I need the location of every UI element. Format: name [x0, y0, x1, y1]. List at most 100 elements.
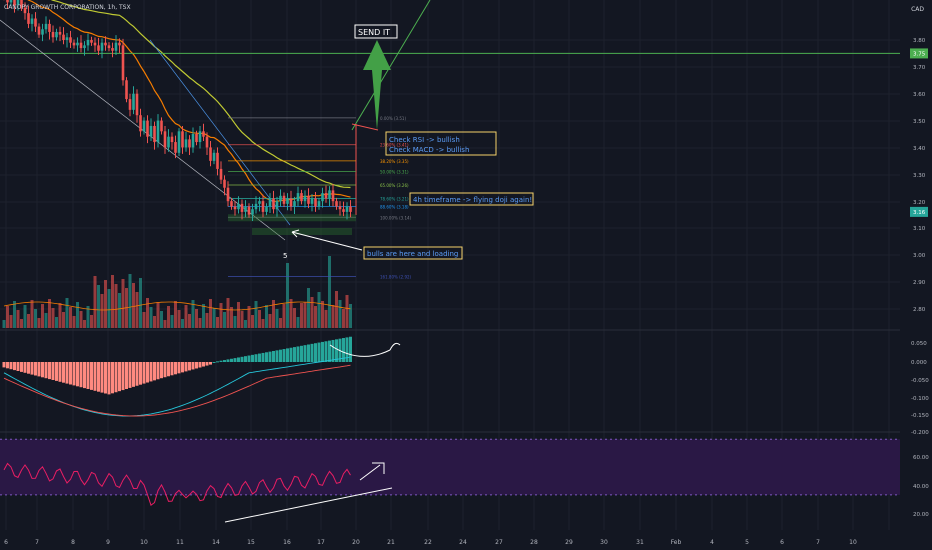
candle-body [212, 152, 216, 161]
volume-bar [121, 279, 125, 328]
time-tick-label: 31 [636, 539, 644, 546]
candle-body [303, 195, 307, 202]
candle-body [128, 99, 132, 110]
volume-bar [321, 301, 324, 328]
macd-histogram-bar [247, 355, 251, 362]
volume-bar [34, 309, 37, 328]
candle-body [177, 131, 181, 153]
volume-bar [282, 304, 286, 328]
volume-bar [128, 274, 132, 328]
volume-bar [296, 317, 300, 328]
volume-bar [174, 301, 177, 328]
volume-bar [156, 302, 160, 328]
candle-body [167, 136, 170, 148]
volume-bar [205, 313, 209, 328]
candle-body [240, 203, 244, 212]
macd-histogram-bar [90, 362, 93, 390]
volume-bar [328, 256, 331, 328]
macd-histogram-bar [181, 362, 184, 373]
candle-body [114, 42, 118, 51]
volume-bar [65, 298, 69, 328]
price-tick-label: 3.70 [913, 65, 926, 71]
macd-histogram-bar [20, 362, 23, 372]
candle-body [58, 31, 62, 35]
time-tick-label: 6 [4, 539, 8, 546]
volume-bar [2, 320, 6, 328]
currency-label[interactable]: CAD [911, 6, 924, 13]
candle-body [272, 198, 275, 210]
ma-fast-line [27, 0, 351, 202]
macd-tick-label: -0.050 [911, 378, 929, 384]
candle-body [279, 195, 282, 202]
rsi-trendline [224, 487, 393, 523]
macd-histogram-bar [195, 362, 198, 369]
time-axis[interactable]: 6 7 8 9 10 11 14 15 16 17 20 21 22 24 27 28 29 30 31 Feb 4 5 6… [0, 534, 932, 550]
candle-body [139, 115, 142, 132]
volume-bar [244, 320, 247, 328]
volume-bar [13, 301, 16, 328]
macd-histogram-bar [317, 342, 321, 362]
volume-bar [240, 311, 244, 328]
macd-histogram-bar [27, 362, 30, 374]
volume-bar [226, 298, 230, 328]
volume-bar [142, 312, 146, 328]
price-axis[interactable]: 3.80 3.70 3.60 3.50 3.40 3.30 3.20 3.10 3.00 2.90… [900, 0, 932, 550]
indicator-bands [0, 438, 900, 496]
candle-body [261, 201, 265, 212]
candle-body [174, 142, 177, 153]
volume-bar [202, 304, 205, 328]
volume-bar [23, 305, 27, 328]
volume-bar [307, 288, 310, 328]
volume-bar [251, 315, 254, 328]
candle-body [230, 201, 233, 207]
time-tick-label: 29 [565, 539, 573, 546]
macd-histogram-bar [65, 362, 69, 384]
volume-bar [167, 306, 170, 328]
volume-ma-line [3, 301, 351, 311]
macd-histogram-bar [174, 362, 177, 375]
candle-body [282, 195, 286, 204]
candle-body [65, 37, 69, 41]
volume-bar [303, 302, 307, 328]
fibonacci-retracement[interactable]: 0.00% (3.51) 23.60% (3.41) 38.20% (3.35) 50… [228, 116, 412, 279]
candle-body [335, 201, 338, 207]
time-tick-label: 10 [140, 539, 148, 546]
volume-bar [163, 320, 167, 328]
candle-body [209, 147, 212, 161]
candle-body [300, 193, 303, 202]
volume-bar [153, 316, 156, 328]
price-tick-label: 2.80 [913, 307, 926, 313]
candle-body [195, 134, 198, 143]
volume-bars [2, 256, 352, 328]
volume-bar [237, 302, 240, 328]
macd-histogram-bar [345, 337, 349, 362]
candle-body [55, 31, 58, 38]
macd-histogram-bar [209, 362, 212, 365]
volume-bar [265, 305, 268, 328]
time-tick-label: Feb [671, 539, 682, 546]
fib-level-label: 50.00% (3.31) [380, 170, 409, 175]
annotations[interactable]: SEND IT Check RSI -> bullish Check MACD ->… [283, 24, 534, 260]
macd-histogram-bar [30, 362, 34, 375]
candle-body [275, 201, 279, 210]
candle-body [20, 0, 23, 8]
macd-histogram-bar [100, 362, 104, 393]
macd-histogram-bar [272, 350, 275, 362]
candle-body [184, 139, 188, 148]
macd-histogram-bar [51, 362, 55, 380]
volume-bar [268, 314, 272, 328]
level-badge-label: 3.75 [913, 51, 926, 57]
candle-body [205, 136, 209, 148]
volume-bar [118, 293, 121, 328]
fib-level-label: 78.60% (3.21) [380, 196, 409, 201]
macd-histogram-bar [289, 347, 293, 362]
rsi-tick-label: 60.00 [913, 455, 929, 461]
candle-body [90, 40, 93, 43]
candle-body [69, 37, 72, 43]
macd-histogram-bar [254, 354, 258, 362]
symbol-legend[interactable]: CANOPY GROWTH CORPORATION, 1h, TSX [4, 4, 131, 11]
macd-histogram-bar [167, 362, 170, 377]
macd-histogram-bar [331, 339, 335, 362]
macd-histogram-bar [37, 362, 41, 377]
